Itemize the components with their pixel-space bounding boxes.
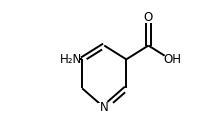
FancyBboxPatch shape	[143, 13, 154, 23]
Text: O: O	[144, 11, 153, 24]
FancyBboxPatch shape	[62, 55, 80, 64]
FancyBboxPatch shape	[166, 55, 180, 64]
Text: N: N	[100, 101, 109, 114]
Text: H₂N: H₂N	[60, 53, 82, 66]
Text: OH: OH	[163, 53, 181, 66]
FancyBboxPatch shape	[98, 103, 110, 112]
